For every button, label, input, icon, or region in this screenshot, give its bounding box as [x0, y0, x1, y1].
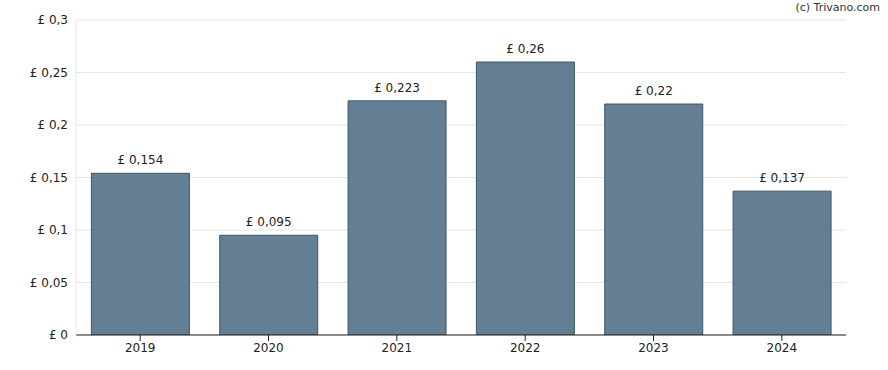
- svg-text:£ 0,095: £ 0,095: [246, 215, 292, 229]
- svg-text:2023: 2023: [638, 341, 669, 355]
- svg-text:£ 0,223: £ 0,223: [374, 81, 420, 95]
- svg-text:£ 0,25: £ 0,25: [30, 66, 68, 80]
- svg-text:2021: 2021: [382, 341, 413, 355]
- svg-text:£ 0,22: £ 0,22: [635, 84, 673, 98]
- svg-text:£ 0,15: £ 0,15: [30, 171, 68, 185]
- svg-text:2024: 2024: [767, 341, 798, 355]
- svg-text:£ 0,2: £ 0,2: [37, 118, 68, 132]
- svg-text:£ 0,3: £ 0,3: [37, 13, 68, 27]
- svg-text:£ 0: £ 0: [49, 328, 68, 342]
- svg-text:£ 0,1: £ 0,1: [37, 223, 68, 237]
- html-text:(c) Trivano.com: (c) Trivano.com: [795, 1, 880, 14]
- svg-text:2019: 2019: [125, 341, 156, 355]
- svg-text:£ 0,137: £ 0,137: [759, 171, 805, 185]
- svg-text:2020: 2020: [253, 341, 284, 355]
- svg-text:£ 0,05: £ 0,05: [30, 276, 68, 290]
- svg-text:£ 0,154: £ 0,154: [117, 153, 163, 167]
- svg-text:£ 0,26: £ 0,26: [506, 42, 544, 56]
- svg-text:2022: 2022: [510, 341, 541, 355]
